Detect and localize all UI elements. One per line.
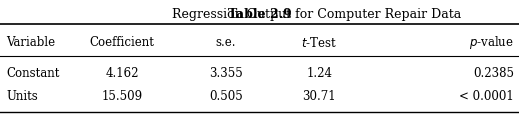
Text: Units: Units [6,89,38,102]
Text: s.e.: s.e. [215,36,236,49]
Text: $p$-value: $p$-value [469,34,514,51]
Text: $t$-Test: $t$-Test [301,36,337,49]
Text: 4.162: 4.162 [105,66,139,79]
Text: Table 2.9: Table 2.9 [228,8,291,21]
Text: 30.71: 30.71 [303,89,336,102]
Text: Variable: Variable [6,36,56,49]
Text: 15.509: 15.509 [101,89,143,102]
Text: 3.355: 3.355 [209,66,243,79]
Text: < 0.0001: < 0.0001 [459,89,514,102]
Text: 1.24: 1.24 [306,66,332,79]
Text: Constant: Constant [6,66,60,79]
Text: 0.2385: 0.2385 [473,66,514,79]
Text: 0.505: 0.505 [209,89,243,102]
Text: Coefficient: Coefficient [89,36,154,49]
Text: Regression Output for Computer Repair Data: Regression Output for Computer Repair Da… [156,8,461,21]
